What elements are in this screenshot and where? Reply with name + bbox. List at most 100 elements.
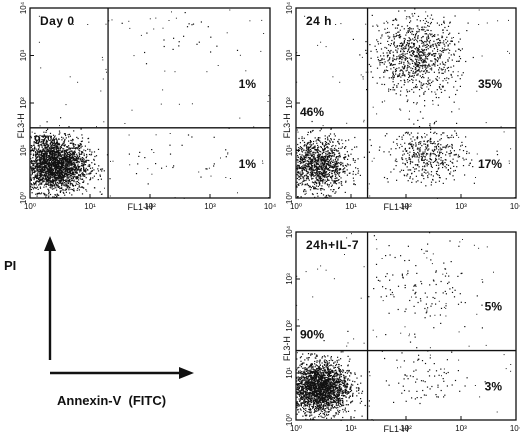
event-dot xyxy=(41,156,43,158)
event-dot xyxy=(417,65,419,68)
y-tick-label: 10⁴ xyxy=(19,1,28,14)
event-dot xyxy=(57,168,59,170)
event-dot xyxy=(320,141,322,143)
event-dot xyxy=(65,170,67,172)
event-dot xyxy=(309,143,311,145)
event-dot xyxy=(434,55,436,57)
event-dot xyxy=(50,174,52,176)
event-dot xyxy=(428,160,430,163)
event-dot xyxy=(396,46,398,48)
event-dot xyxy=(381,83,383,85)
event-dot xyxy=(327,168,330,170)
event-dot xyxy=(457,60,459,62)
event-dot xyxy=(35,174,37,176)
event-dot xyxy=(401,43,404,46)
event-dot xyxy=(49,154,51,156)
event-dot xyxy=(312,182,314,184)
event-dot xyxy=(423,162,425,164)
event-dot xyxy=(458,41,460,43)
event-dot xyxy=(312,193,314,196)
event-dot xyxy=(445,154,447,156)
event-dot xyxy=(396,143,398,145)
event-dot xyxy=(446,49,448,51)
event-dot xyxy=(63,182,65,184)
event-dot xyxy=(370,50,372,52)
event-dot xyxy=(318,177,321,179)
event-dot xyxy=(357,158,359,160)
event-dot xyxy=(43,186,45,188)
event-dot xyxy=(442,63,444,65)
event-dot xyxy=(60,167,62,169)
event-dot xyxy=(328,184,330,186)
event-dot xyxy=(387,22,389,24)
event-dot xyxy=(402,54,404,56)
event-dot xyxy=(70,164,72,166)
event-dot xyxy=(79,183,81,185)
event-dot xyxy=(49,167,51,170)
event-dot xyxy=(422,52,424,54)
event-dot xyxy=(410,138,412,140)
event-dot xyxy=(339,81,341,83)
event-dot xyxy=(411,60,413,62)
event-dot xyxy=(70,172,72,174)
event-dot xyxy=(393,43,395,45)
event-dot xyxy=(431,81,433,84)
event-dot xyxy=(333,166,336,168)
event-dot xyxy=(442,162,444,164)
event-dot xyxy=(341,146,343,148)
event-dot xyxy=(43,154,45,156)
event-dot xyxy=(71,151,73,153)
event-dot xyxy=(303,158,305,160)
event-dot xyxy=(80,160,82,162)
event-dot xyxy=(452,162,454,164)
event-dot xyxy=(390,148,392,150)
event-dot xyxy=(206,71,208,73)
event-dot xyxy=(39,144,41,146)
event-dot xyxy=(53,173,55,175)
event-dot xyxy=(43,148,45,150)
event-dot xyxy=(418,66,420,68)
event-dot xyxy=(330,182,332,184)
event-dot xyxy=(76,161,78,163)
event-dot xyxy=(390,43,392,45)
event-dot xyxy=(392,51,394,53)
event-dot xyxy=(392,64,394,66)
event-dot xyxy=(58,169,60,171)
event-dot xyxy=(41,192,43,194)
event-dot xyxy=(67,163,69,165)
event-dot xyxy=(61,173,63,175)
event-dot xyxy=(40,141,42,143)
event-dot xyxy=(313,154,316,156)
event-dot xyxy=(37,159,39,161)
event-dot xyxy=(40,149,42,151)
event-dot xyxy=(437,162,439,164)
event-dot xyxy=(395,32,397,35)
event-dot xyxy=(456,160,458,162)
event-dot xyxy=(347,163,348,165)
event-dot xyxy=(397,31,399,33)
event-dot xyxy=(296,177,298,180)
event-dot xyxy=(42,161,44,163)
event-dot xyxy=(447,59,449,61)
event-dot xyxy=(393,67,395,69)
event-dot xyxy=(48,150,50,152)
event-dot xyxy=(419,111,422,113)
event-dot xyxy=(64,159,66,161)
event-dot xyxy=(384,69,386,71)
event-dot xyxy=(447,45,449,47)
event-dot xyxy=(383,55,385,57)
event-dot xyxy=(89,179,91,181)
event-dot xyxy=(32,171,34,173)
event-dot xyxy=(97,179,99,181)
event-dot xyxy=(90,170,92,173)
event-dot xyxy=(39,181,41,183)
event-dot xyxy=(303,137,305,139)
event-dot xyxy=(323,171,325,173)
event-dot xyxy=(45,148,47,150)
event-dot xyxy=(330,166,333,168)
event-dot xyxy=(56,189,58,191)
event-dot xyxy=(311,181,314,183)
event-dot xyxy=(81,193,84,195)
event-dot xyxy=(65,156,67,158)
event-dot xyxy=(324,171,327,173)
